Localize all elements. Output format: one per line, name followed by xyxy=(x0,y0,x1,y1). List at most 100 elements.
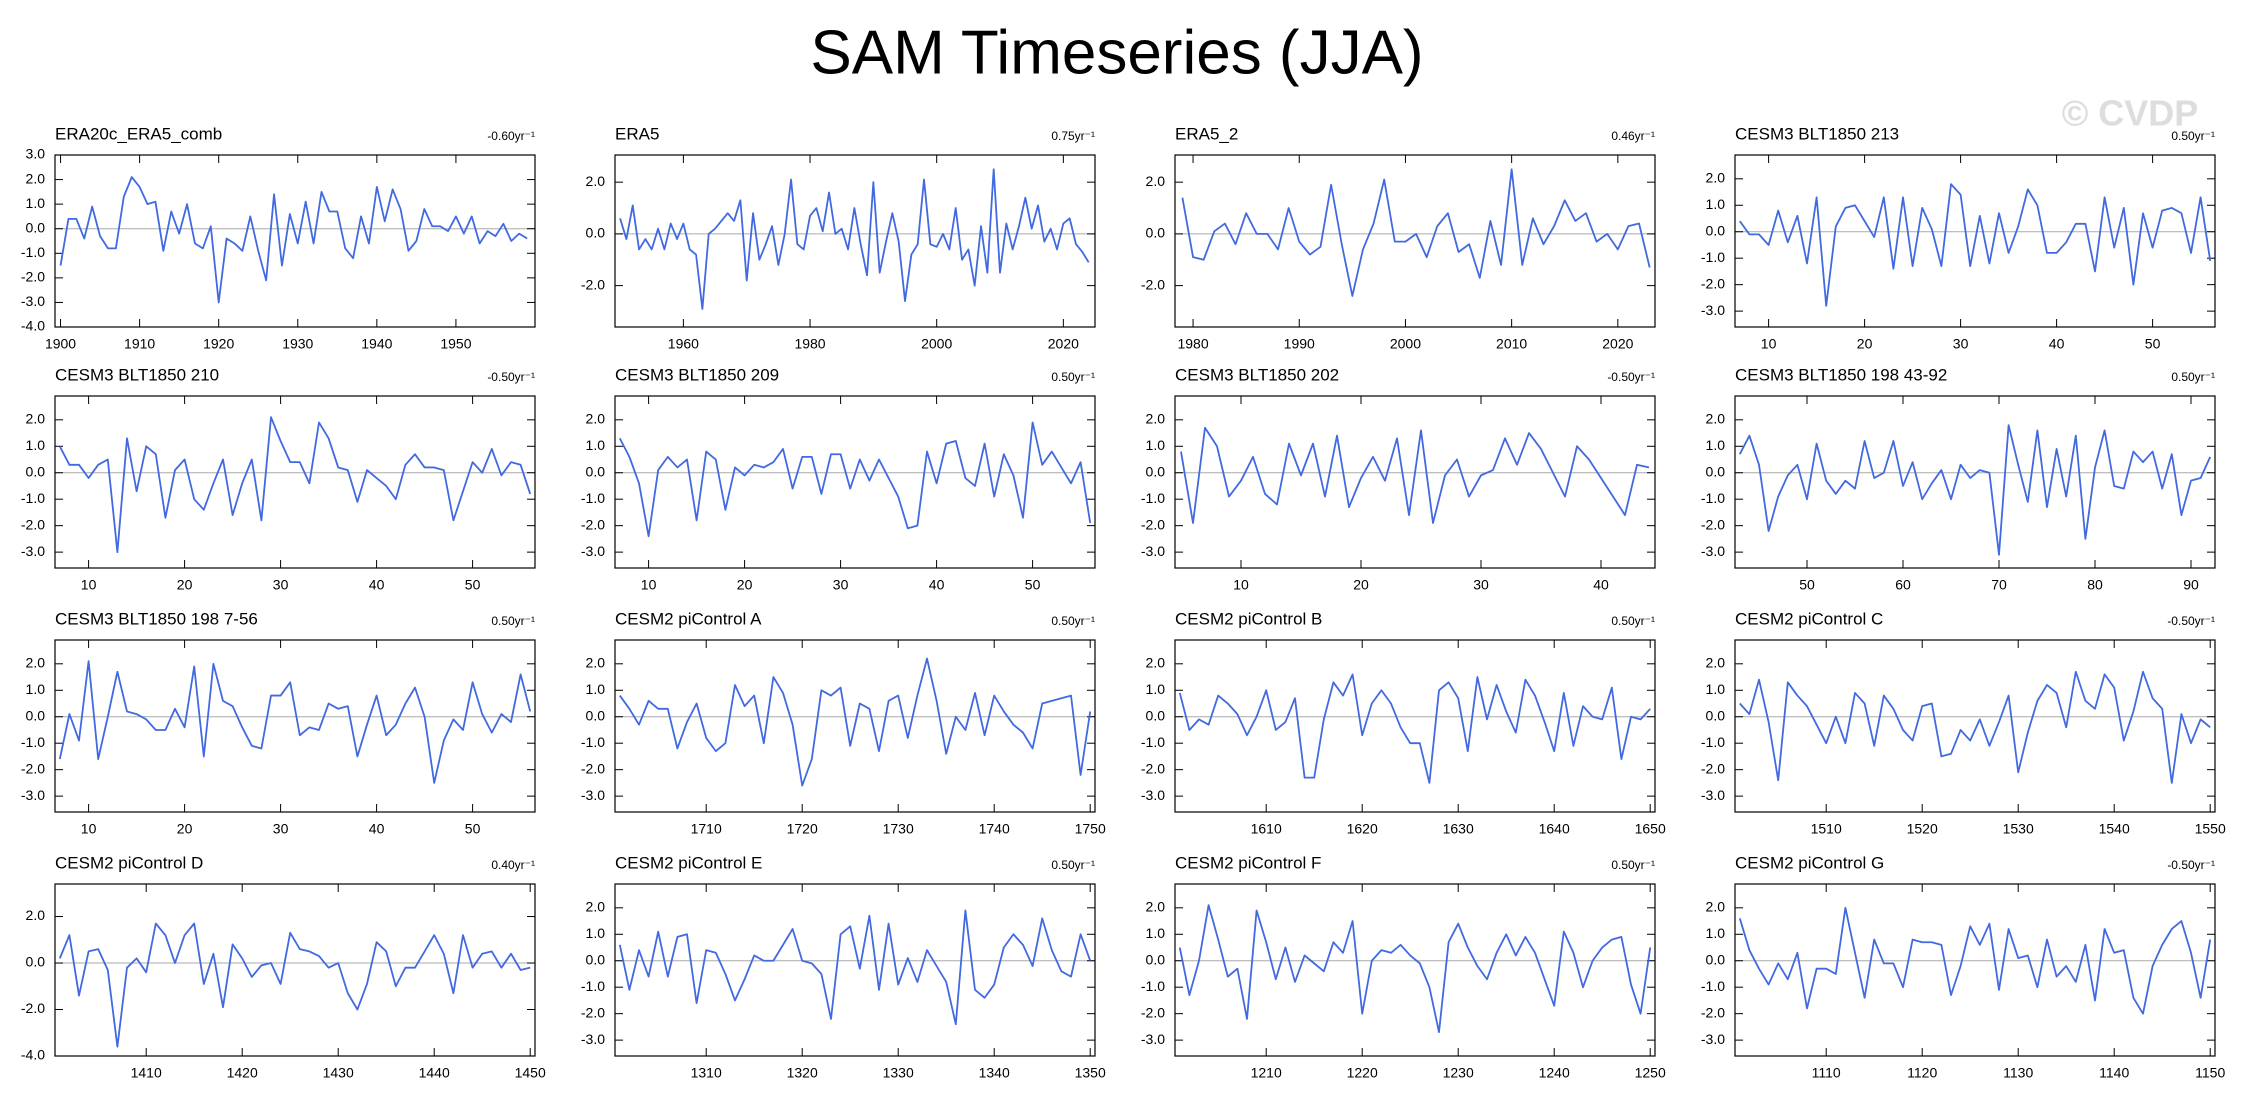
x-tick-label: 1630 xyxy=(1443,821,1474,837)
x-tick-label: 2010 xyxy=(1496,336,1527,352)
x-tick-label: 1250 xyxy=(1635,1065,1666,1081)
trend-label: 0.50yr⁻¹ xyxy=(2171,370,2215,384)
y-tick-label: 0.0 xyxy=(586,463,606,479)
y-tick-label: 0.0 xyxy=(1706,463,1726,479)
x-tick-label: 1620 xyxy=(1347,821,1378,837)
trend-label: 0.50yr⁻¹ xyxy=(2171,129,2215,143)
y-tick-label: 1.0 xyxy=(1706,925,1726,941)
x-tick-label: 1450 xyxy=(515,1065,546,1081)
y-tick-label: -3.0 xyxy=(21,293,45,309)
x-tick-label: 1410 xyxy=(131,1065,162,1081)
x-tick-label: 1510 xyxy=(1811,821,1842,837)
x-tick-label: 30 xyxy=(273,577,289,593)
x-tick-label: 1120 xyxy=(1907,1065,1937,1081)
y-tick-label: 1.0 xyxy=(1706,437,1726,453)
series-line xyxy=(58,660,532,784)
series-line xyxy=(619,168,1090,310)
y-tick-label: -1.0 xyxy=(1701,249,1725,265)
x-tick-label: 30 xyxy=(1953,336,1969,352)
x-tick-label: 1960 xyxy=(668,336,699,352)
y-tick-label: -2.0 xyxy=(581,1004,605,1020)
plot-frame xyxy=(54,883,536,1057)
y-tick-label: -1.0 xyxy=(21,244,45,260)
trend-label: 0.40yr⁻¹ xyxy=(491,858,535,872)
x-tick-label: 40 xyxy=(929,577,945,593)
panel-title: CESM2 piControl D xyxy=(55,853,203,872)
series-line xyxy=(1178,904,1652,1034)
x-tick-label: 1210 xyxy=(1251,1065,1282,1081)
x-tick-label: 40 xyxy=(369,577,385,593)
x-tick-label: 1610 xyxy=(1251,821,1282,837)
panel-title: CESM3 BLT1850 198 43-92 xyxy=(1735,365,1947,384)
x-tick-label: 1220 xyxy=(1347,1065,1378,1081)
plot-frame xyxy=(614,154,1096,328)
x-tick-label: 1990 xyxy=(1284,336,1315,352)
y-tick-label: -2.0 xyxy=(581,760,605,776)
x-tick-label: 20 xyxy=(1353,577,1369,593)
y-tick-label: -2.0 xyxy=(1701,275,1725,291)
y-tick-label: 2.0 xyxy=(1706,655,1726,671)
y-tick-label: 2.0 xyxy=(586,655,606,671)
x-tick-label: 10 xyxy=(1761,336,1777,352)
x-tick-label: 30 xyxy=(1473,577,1489,593)
plot-frame xyxy=(1734,395,2216,569)
y-tick-label: 1.0 xyxy=(586,925,606,941)
x-tick-label: 30 xyxy=(833,577,849,593)
trend-label: 0.50yr⁻¹ xyxy=(1611,858,1655,872)
panel-title: CESM3 BLT1850 213 xyxy=(1735,124,1899,143)
y-tick-label: 0.0 xyxy=(1146,463,1166,479)
y-tick-label: -1.0 xyxy=(1701,978,1725,994)
y-tick-label: -2.0 xyxy=(21,516,45,532)
panel-title: ERA5_2 xyxy=(1175,124,1238,143)
panel-title: CESM2 piControl A xyxy=(615,609,762,628)
y-tick-label: 1.0 xyxy=(586,437,606,453)
plot-frame xyxy=(1734,883,2216,1057)
plot-frame xyxy=(1734,154,2216,328)
trend-label: 0.46yr⁻¹ xyxy=(1611,129,1655,143)
y-tick-label: -3.0 xyxy=(1701,787,1725,803)
y-tick-label: 2.0 xyxy=(26,655,46,671)
plot-frame xyxy=(614,395,1096,569)
plot-frame xyxy=(54,154,536,328)
y-tick-label: -2.0 xyxy=(21,269,45,285)
y-tick-label: -1.0 xyxy=(1701,490,1725,506)
panel-title: CESM2 piControl F xyxy=(1175,853,1321,872)
y-tick-label: -3.0 xyxy=(1701,302,1725,318)
y-tick-label: -2.0 xyxy=(1701,516,1725,532)
y-tick-label: 0.0 xyxy=(1146,951,1166,967)
y-tick-label: 0.0 xyxy=(586,707,606,723)
y-tick-label: 1.0 xyxy=(26,195,46,211)
y-tick-label: 0.0 xyxy=(586,951,606,967)
panel-title: CESM3 BLT1850 209 xyxy=(615,365,779,384)
y-tick-label: 0.0 xyxy=(1146,225,1166,241)
y-tick-label: -4.0 xyxy=(21,1047,45,1063)
y-tick-label: -1.0 xyxy=(1701,734,1725,750)
x-tick-label: 50 xyxy=(465,577,481,593)
y-tick-label: -2.0 xyxy=(1701,1004,1725,1020)
y-tick-label: -2.0 xyxy=(1141,516,1165,532)
plot-frame xyxy=(1734,639,2216,813)
series-line xyxy=(618,909,1092,1026)
plot-frame xyxy=(1174,154,1656,328)
x-tick-label: 50 xyxy=(465,821,481,837)
x-tick-label: 1920 xyxy=(203,336,234,352)
y-tick-label: 2.0 xyxy=(26,907,46,923)
y-tick-label: -3.0 xyxy=(581,787,605,803)
y-tick-label: 2.0 xyxy=(1146,173,1166,189)
x-tick-label: 20 xyxy=(177,577,193,593)
series-line xyxy=(1739,183,2212,307)
y-tick-label: 0.0 xyxy=(26,219,46,235)
x-tick-label: 1240 xyxy=(1539,1065,1570,1081)
x-tick-label: 90 xyxy=(2183,577,2199,593)
y-tick-label: 3.0 xyxy=(26,146,46,162)
x-tick-label: 1900 xyxy=(45,336,76,352)
x-tick-label: 1150 xyxy=(2195,1065,2225,1081)
x-tick-label: 1930 xyxy=(282,336,313,352)
x-tick-label: 1110 xyxy=(1812,1065,1841,1081)
trend-label: 0.50yr⁻¹ xyxy=(1051,858,1095,872)
y-tick-label: -3.0 xyxy=(21,543,45,559)
y-tick-label: -1.0 xyxy=(581,734,605,750)
panel-title: CESM3 BLT1850 210 xyxy=(55,365,219,384)
series-line xyxy=(1739,424,2212,556)
y-tick-label: 2.0 xyxy=(26,170,46,186)
